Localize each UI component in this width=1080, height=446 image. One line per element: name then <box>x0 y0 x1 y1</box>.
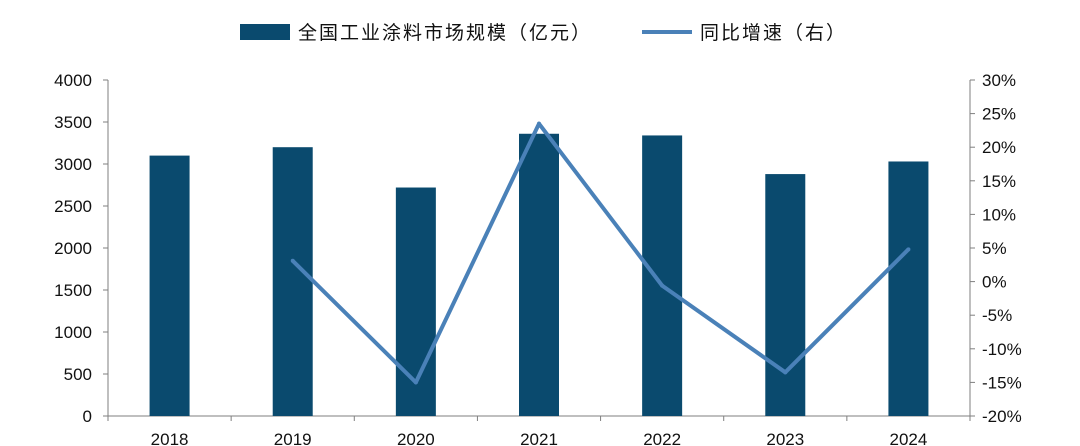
x-tick-label: 2024 <box>890 430 928 446</box>
y-tick-label-right: -5% <box>982 306 1012 325</box>
x-tick-label: 2022 <box>643 430 681 446</box>
y-tick-label-right: 30% <box>982 71 1016 90</box>
y-tick-label-right: 10% <box>982 205 1016 224</box>
line-point <box>537 121 541 126</box>
y-tick-label-right: -10% <box>982 340 1022 359</box>
x-tick-label: 2023 <box>766 430 804 446</box>
x-tick-label: 2018 <box>151 430 189 446</box>
y-tick-label-right: 25% <box>982 105 1016 124</box>
tick-labels: 0 500 1000 1500 2000 2500 3000 3500 4000 -20% -15%… <box>54 71 1022 446</box>
y-tick-label-left: 2000 <box>54 239 92 258</box>
y-tick-label-right: -15% <box>982 373 1022 392</box>
line-point <box>660 283 665 288</box>
bar <box>519 133 559 416</box>
y-tick-label-right: 15% <box>982 172 1016 191</box>
bar-series <box>149 133 929 416</box>
line-path <box>291 121 910 385</box>
y-tick-label-left: 3000 <box>54 155 92 174</box>
bar <box>642 135 683 416</box>
legend: 全国工业涂料市场规模（亿元） 同比增速（右） <box>240 22 847 44</box>
legend-swatch-bar <box>240 24 290 40</box>
y-tick-label-left: 1500 <box>54 281 92 300</box>
y-tick-label-left: 3500 <box>54 113 92 132</box>
line-point <box>413 380 418 385</box>
legend-label-line: 同比增速（右） <box>700 22 847 44</box>
line-point <box>290 258 295 263</box>
y-tick-label-left: 2500 <box>54 197 92 216</box>
y-tick-label-right: 0% <box>982 273 1007 292</box>
bar <box>888 161 929 416</box>
x-tick-label: 2020 <box>397 430 435 446</box>
line-point <box>906 247 911 252</box>
y-tick-label-left: 4000 <box>54 71 92 90</box>
bar <box>765 174 806 416</box>
y-tick-label-left: 1000 <box>54 323 92 342</box>
y-tick-label-right: 5% <box>982 239 1007 258</box>
y-tick-label-right: -20% <box>982 407 1022 426</box>
x-tick-label: 2021 <box>520 430 558 446</box>
y-tick-label-left: 0 <box>83 407 92 426</box>
y-tick-label-left: 500 <box>64 365 92 384</box>
line-point <box>783 370 788 375</box>
bar <box>272 147 313 416</box>
legend-label-bar: 全国工业涂料市场规模（亿元） <box>298 22 592 44</box>
x-tick-label: 2019 <box>274 430 312 446</box>
y-tick-label-right: 20% <box>982 138 1016 157</box>
bar <box>149 155 190 416</box>
line-series <box>290 121 911 385</box>
